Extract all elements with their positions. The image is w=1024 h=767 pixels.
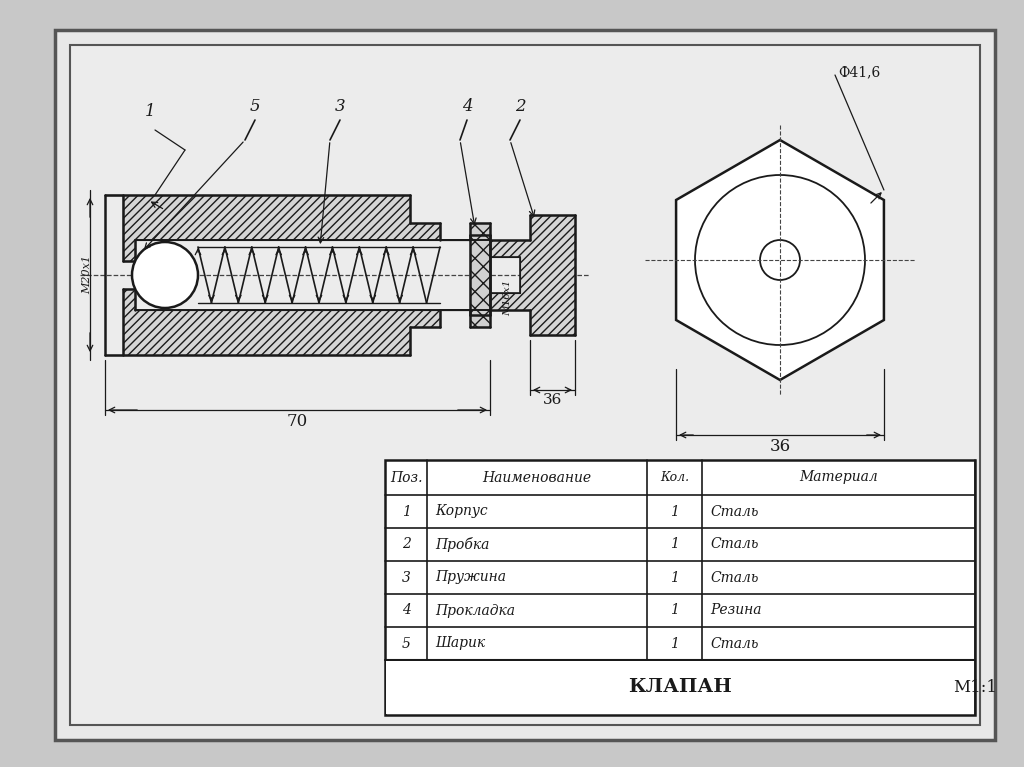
Text: 1: 1: [670, 538, 679, 551]
Text: 4: 4: [401, 604, 411, 617]
Polygon shape: [676, 140, 884, 380]
Polygon shape: [470, 223, 490, 327]
Text: КЛАПАН: КЛАПАН: [628, 679, 732, 696]
Text: М1:1: М1:1: [953, 679, 997, 696]
Text: Пружина: Пружина: [435, 571, 506, 584]
Text: 4: 4: [462, 98, 472, 115]
Text: Материал: Материал: [799, 470, 878, 485]
Text: Ф41,6: Ф41,6: [838, 65, 881, 79]
Bar: [70, 45, 980, 725]
Text: М16х1: М16х1: [504, 280, 512, 316]
Text: Прокладка: Прокладка: [435, 604, 515, 617]
Text: Шарик: Шарик: [435, 637, 485, 650]
Polygon shape: [105, 195, 135, 261]
Text: Поз.: Поз.: [390, 470, 422, 485]
Text: 1: 1: [670, 571, 679, 584]
Text: Пробка: Пробка: [435, 537, 489, 552]
Polygon shape: [490, 215, 575, 335]
Text: 1: 1: [670, 637, 679, 650]
Bar: [385, 460, 975, 715]
Polygon shape: [105, 289, 490, 355]
Text: 36: 36: [769, 438, 791, 455]
Text: 2: 2: [401, 538, 411, 551]
Text: 1: 1: [144, 103, 156, 120]
Text: Наименование: Наименование: [482, 470, 592, 485]
Bar: [386, 661, 974, 714]
Text: 1: 1: [401, 505, 411, 518]
Text: Сталь: Сталь: [710, 637, 759, 650]
Text: 36: 36: [543, 393, 562, 407]
Text: Корпус: Корпус: [435, 505, 487, 518]
Text: 5: 5: [401, 637, 411, 650]
Text: 1: 1: [670, 604, 679, 617]
Text: М20х1: М20х1: [82, 255, 92, 295]
Text: Резина: Резина: [710, 604, 762, 617]
Text: 1: 1: [670, 505, 679, 518]
Circle shape: [760, 240, 800, 280]
Text: 3: 3: [401, 571, 411, 584]
Text: 2: 2: [515, 98, 525, 115]
Text: Кол.: Кол.: [659, 471, 689, 484]
Text: Сталь: Сталь: [710, 538, 759, 551]
Text: Сталь: Сталь: [710, 505, 759, 518]
Text: 70: 70: [287, 413, 308, 430]
Polygon shape: [105, 195, 490, 261]
Text: 3: 3: [335, 98, 345, 115]
Circle shape: [132, 242, 198, 308]
Text: 5: 5: [250, 98, 260, 115]
Text: Сталь: Сталь: [710, 571, 759, 584]
Circle shape: [695, 175, 865, 345]
